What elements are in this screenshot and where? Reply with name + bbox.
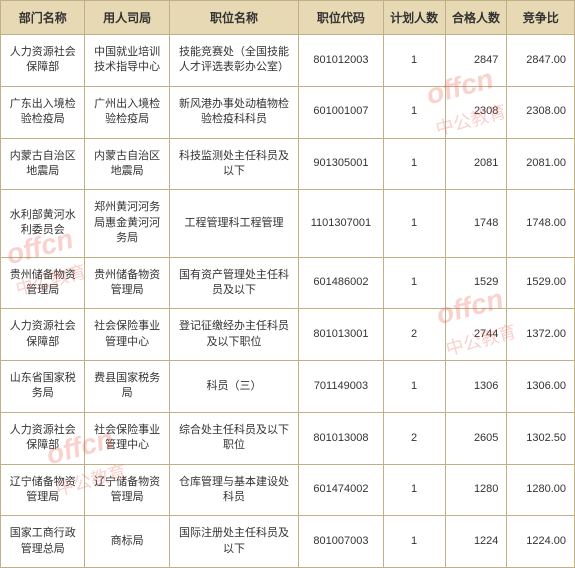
cell-dept: 广东出入境检验检疫局 — [1, 86, 85, 138]
cell-ratio: 1224.00 — [507, 516, 575, 568]
table-row: 内蒙古自治区地震局内蒙古自治区地震局科技监测处主任科员及以下9013050011… — [1, 138, 575, 190]
cell-plan: 1 — [383, 35, 445, 87]
table-row: 水利部黄河水利委员会郑州黄河河务局惠金黄河河务局工程管理科工程管理1101307… — [1, 190, 575, 257]
table-header-row: 部门名称 用人司局 职位名称 职位代码 计划人数 合格人数 竞争比 — [1, 1, 575, 35]
cell-qualified: 1224 — [445, 516, 507, 568]
cell-position: 登记征缴经办主任科员及以下职位 — [169, 309, 298, 361]
cell-position: 科员（三） — [169, 361, 298, 413]
cell-ratio: 1280.00 — [507, 464, 575, 516]
cell-agency: 中国就业培训技术指导中心 — [85, 35, 169, 87]
cell-code: 601474002 — [299, 464, 383, 516]
cell-agency: 社会保险事业管理中心 — [85, 412, 169, 464]
cell-agency: 费县国家税务局 — [85, 361, 169, 413]
cell-agency: 广州出入境检验检疫局 — [85, 86, 169, 138]
header-qualified: 合格人数 — [445, 1, 507, 35]
cell-qualified: 1306 — [445, 361, 507, 413]
table-row: 贵州储备物资管理局贵州储备物资管理局国有资产管理处主任科员及以下60148600… — [1, 257, 575, 309]
cell-agency: 辽宁储备物资管理局 — [85, 464, 169, 516]
table-row: 人力资源社会保障部中国就业培训技术指导中心技能竞赛处（全国技能人才评选表彰办公室… — [1, 35, 575, 87]
header-plan: 计划人数 — [383, 1, 445, 35]
cell-code: 801013001 — [299, 309, 383, 361]
cell-dept: 人力资源社会保障部 — [1, 309, 85, 361]
cell-code: 1101307001 — [299, 190, 383, 257]
cell-code: 801012003 — [299, 35, 383, 87]
cell-qualified: 2308 — [445, 86, 507, 138]
cell-dept: 辽宁储备物资管理局 — [1, 464, 85, 516]
header-position: 职位名称 — [169, 1, 298, 35]
cell-position: 综合处主任科员及以下职位 — [169, 412, 298, 464]
cell-dept: 贵州储备物资管理局 — [1, 257, 85, 309]
cell-dept: 国家工商行政管理总局 — [1, 516, 85, 568]
cell-code: 601486002 — [299, 257, 383, 309]
cell-position: 仓库管理与基本建设处科员 — [169, 464, 298, 516]
cell-plan: 1 — [383, 190, 445, 257]
cell-ratio: 2308.00 — [507, 86, 575, 138]
cell-ratio: 2081.00 — [507, 138, 575, 190]
table-row: 广东出入境检验检疫局广州出入境检验检疫局新风港办事处动植物检验检疫科科员6010… — [1, 86, 575, 138]
cell-position: 工程管理科工程管理 — [169, 190, 298, 257]
cell-position: 新风港办事处动植物检验检疫科科员 — [169, 86, 298, 138]
table-row: 人力资源社会保障部社会保险事业管理中心登记征缴经办主任科员及以下职位801013… — [1, 309, 575, 361]
cell-ratio: 1529.00 — [507, 257, 575, 309]
table-row: 人力资源社会保障部社会保险事业管理中心综合处主任科员及以下职位801013008… — [1, 412, 575, 464]
cell-dept: 人力资源社会保障部 — [1, 35, 85, 87]
header-dept: 部门名称 — [1, 1, 85, 35]
header-code: 职位代码 — [299, 1, 383, 35]
table-row: 国家工商行政管理总局商标局国际注册处主任科员及以下801007003112241… — [1, 516, 575, 568]
cell-ratio: 1372.00 — [507, 309, 575, 361]
cell-qualified: 2605 — [445, 412, 507, 464]
cell-dept: 水利部黄河水利委员会 — [1, 190, 85, 257]
table-row: 辽宁储备物资管理局辽宁储备物资管理局仓库管理与基本建设处科员6014740021… — [1, 464, 575, 516]
cell-agency: 郑州黄河河务局惠金黄河河务局 — [85, 190, 169, 257]
cell-plan: 2 — [383, 309, 445, 361]
cell-agency: 贵州储备物资管理局 — [85, 257, 169, 309]
cell-position: 国际注册处主任科员及以下 — [169, 516, 298, 568]
cell-qualified: 1529 — [445, 257, 507, 309]
cell-dept: 山东省国家税务局 — [1, 361, 85, 413]
cell-code: 601001007 — [299, 86, 383, 138]
cell-plan: 1 — [383, 516, 445, 568]
cell-code: 801013008 — [299, 412, 383, 464]
cell-agency: 内蒙古自治区地震局 — [85, 138, 169, 190]
cell-position: 技能竞赛处（全国技能人才评选表彰办公室） — [169, 35, 298, 87]
cell-plan: 1 — [383, 257, 445, 309]
cell-qualified: 2847 — [445, 35, 507, 87]
cell-code: 901305001 — [299, 138, 383, 190]
cell-qualified: 1748 — [445, 190, 507, 257]
cell-dept: 内蒙古自治区地震局 — [1, 138, 85, 190]
cell-plan: 2 — [383, 412, 445, 464]
cell-ratio: 1748.00 — [507, 190, 575, 257]
cell-agency: 商标局 — [85, 516, 169, 568]
cell-agency: 社会保险事业管理中心 — [85, 309, 169, 361]
cell-qualified: 1280 — [445, 464, 507, 516]
cell-plan: 1 — [383, 361, 445, 413]
data-table: 部门名称 用人司局 职位名称 职位代码 计划人数 合格人数 竞争比 人力资源社会… — [0, 0, 575, 568]
header-ratio: 竞争比 — [507, 1, 575, 35]
table-body: 人力资源社会保障部中国就业培训技术指导中心技能竞赛处（全国技能人才评选表彰办公室… — [1, 35, 575, 568]
table-row: 山东省国家税务局费县国家税务局科员（三）701149003113061306.0… — [1, 361, 575, 413]
cell-plan: 1 — [383, 86, 445, 138]
cell-ratio: 1302.50 — [507, 412, 575, 464]
cell-code: 701149003 — [299, 361, 383, 413]
header-agency: 用人司局 — [85, 1, 169, 35]
cell-plan: 1 — [383, 138, 445, 190]
cell-ratio: 2847.00 — [507, 35, 575, 87]
cell-plan: 1 — [383, 464, 445, 516]
exam-competition-table: 部门名称 用人司局 职位名称 职位代码 计划人数 合格人数 竞争比 人力资源社会… — [0, 0, 575, 568]
cell-position: 科技监测处主任科员及以下 — [169, 138, 298, 190]
cell-qualified: 2744 — [445, 309, 507, 361]
cell-code: 801007003 — [299, 516, 383, 568]
cell-ratio: 1306.00 — [507, 361, 575, 413]
cell-position: 国有资产管理处主任科员及以下 — [169, 257, 298, 309]
cell-dept: 人力资源社会保障部 — [1, 412, 85, 464]
cell-qualified: 2081 — [445, 138, 507, 190]
